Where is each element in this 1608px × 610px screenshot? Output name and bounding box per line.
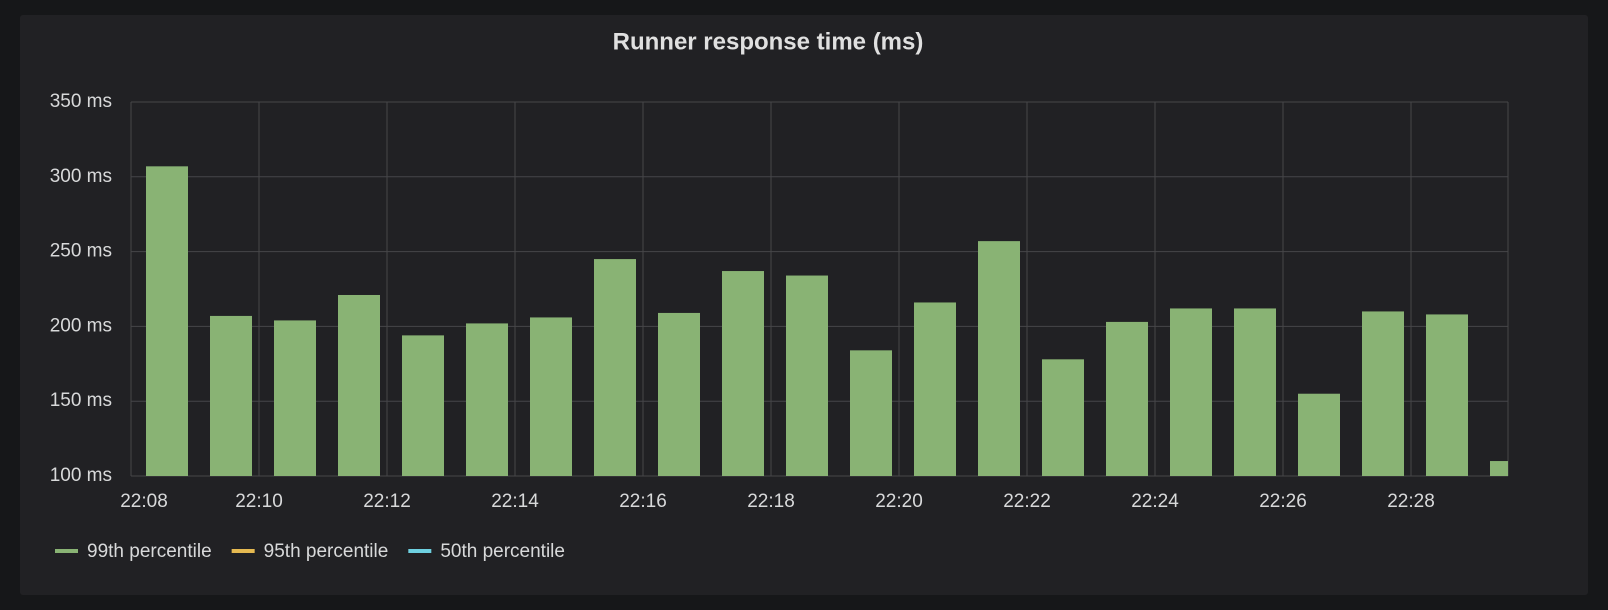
bar xyxy=(146,166,188,476)
y-tick-label: 350 ms xyxy=(50,91,112,112)
x-tick-label: 22:28 xyxy=(1387,491,1435,512)
bar xyxy=(1298,393,1340,476)
bar xyxy=(1426,314,1468,476)
bar xyxy=(274,320,316,476)
bar xyxy=(1106,321,1148,476)
y-tick-label: 150 ms xyxy=(50,390,112,411)
bar xyxy=(1234,308,1276,476)
bar xyxy=(338,294,380,476)
x-tick-label: 22:26 xyxy=(1259,491,1307,512)
x-tick-label: 22:18 xyxy=(747,491,795,512)
bar xyxy=(402,335,444,476)
legend-label[interactable]: 50th percentile xyxy=(440,541,565,562)
bar xyxy=(786,275,828,476)
bar xyxy=(722,271,764,476)
legend-label[interactable]: 95th percentile xyxy=(264,541,389,562)
y-tick-label: 100 ms xyxy=(50,465,112,486)
bar xyxy=(594,259,636,476)
bar xyxy=(1042,359,1084,476)
y-tick-label: 200 ms xyxy=(50,315,112,336)
bar xyxy=(658,312,700,476)
bar xyxy=(914,302,956,476)
bar xyxy=(1362,311,1404,476)
bar xyxy=(1170,308,1212,476)
bar xyxy=(850,350,892,476)
bar xyxy=(1490,461,1508,476)
x-tick-label: 22:12 xyxy=(363,491,411,512)
x-tick-label: 22:24 xyxy=(1131,491,1179,512)
y-tick-label: 300 ms xyxy=(50,166,112,187)
x-tick-label: 22:20 xyxy=(875,491,923,512)
chart-title: Runner response time (ms) xyxy=(613,28,924,55)
x-tick-label: 22:14 xyxy=(491,491,539,512)
legend-swatch xyxy=(231,549,255,553)
bar xyxy=(530,317,572,476)
y-tick-label: 250 ms xyxy=(50,241,112,262)
x-tick-label: 22:22 xyxy=(1003,491,1051,512)
bar xyxy=(210,315,252,476)
legend-label[interactable]: 99th percentile xyxy=(87,541,212,562)
x-tick-label: 22:10 xyxy=(235,491,283,512)
x-tick-label: 22:16 xyxy=(619,491,667,512)
legend-swatch xyxy=(408,549,432,553)
legend-swatch xyxy=(55,549,78,553)
x-tick-label: 22:08 xyxy=(120,491,168,512)
bar xyxy=(978,241,1020,476)
bar xyxy=(466,323,508,476)
